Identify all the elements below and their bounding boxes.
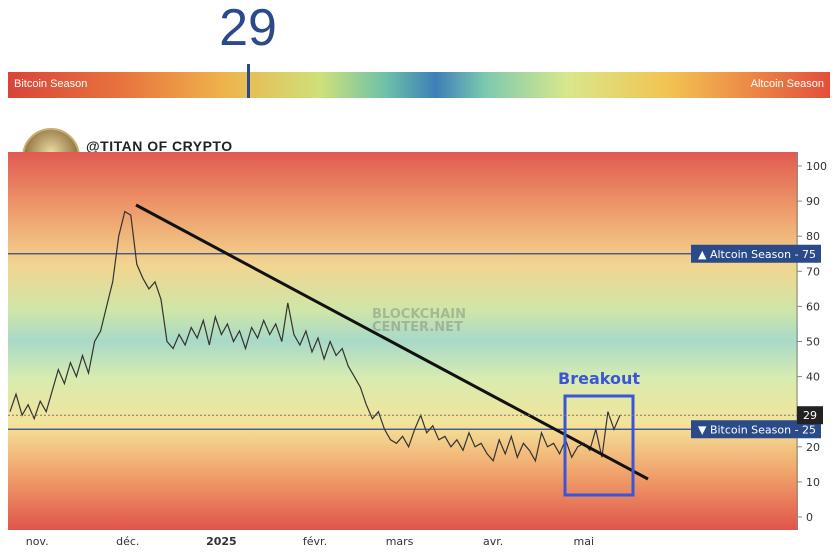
y-tick-label: 20 bbox=[806, 441, 820, 454]
y-tick-label: 60 bbox=[806, 300, 820, 313]
y-tick-label: 40 bbox=[806, 371, 820, 384]
gauge-left-label: Bitcoin Season bbox=[14, 78, 88, 90]
breakout-box bbox=[563, 394, 635, 497]
y-axis: 0102030405060708090100 bbox=[796, 152, 827, 530]
gauge-marker bbox=[247, 64, 250, 98]
reference-lines: ▲ Altcoin Season - 75 ▼ Bitcoin Season - … bbox=[8, 244, 821, 439]
x-tick-label: avr. bbox=[483, 535, 503, 548]
watermark: BLOCKCHAIN CENTER.NET bbox=[372, 307, 466, 335]
reference-label: ▼ Bitcoin Season - 25 bbox=[698, 423, 816, 436]
breakout-label: Breakout bbox=[558, 369, 640, 388]
chart-background bbox=[8, 152, 798, 530]
y-tick-label: 80 bbox=[806, 230, 820, 243]
x-tick-label: déc. bbox=[116, 535, 139, 548]
current-value: 29 bbox=[219, 0, 277, 57]
reference-label-box bbox=[691, 420, 821, 439]
season-gauge: Bitcoin Season Altcoin Season bbox=[8, 72, 830, 98]
x-tick-label: nov. bbox=[26, 535, 49, 548]
watermark-line-1: BLOCKCHAIN bbox=[372, 307, 466, 322]
gauge-right-label: Altcoin Season bbox=[750, 78, 824, 90]
y-tick-label: 50 bbox=[806, 336, 820, 349]
y-tick-label: 0 bbox=[806, 511, 813, 524]
current-value-label: 29 bbox=[803, 409, 817, 422]
downtrend-line bbox=[135, 203, 649, 481]
reference-label-box bbox=[691, 244, 821, 263]
y-tick-label: 100 bbox=[806, 160, 827, 173]
x-tick-label: 2025 bbox=[206, 535, 237, 548]
x-tick-label: mars bbox=[386, 535, 414, 548]
x-axis: nov. déc. 2025 févr. mars avr. mai bbox=[26, 535, 594, 548]
x-tick-label: mai bbox=[574, 535, 595, 548]
y-tick-label: 10 bbox=[806, 476, 820, 489]
reference-label: ▲ Altcoin Season - 75 bbox=[698, 248, 816, 261]
y-tick-label: 70 bbox=[806, 265, 820, 278]
current-value-marker: 29 bbox=[8, 406, 823, 425]
watermark-line-2: CENTER.NET bbox=[372, 320, 463, 335]
author-handle: @TITAN OF CRYPTO bbox=[86, 138, 233, 154]
series-line bbox=[9, 210, 621, 463]
y-tick-label: 90 bbox=[806, 195, 820, 208]
current-value-box bbox=[797, 406, 823, 425]
x-tick-label: févr. bbox=[303, 535, 327, 548]
